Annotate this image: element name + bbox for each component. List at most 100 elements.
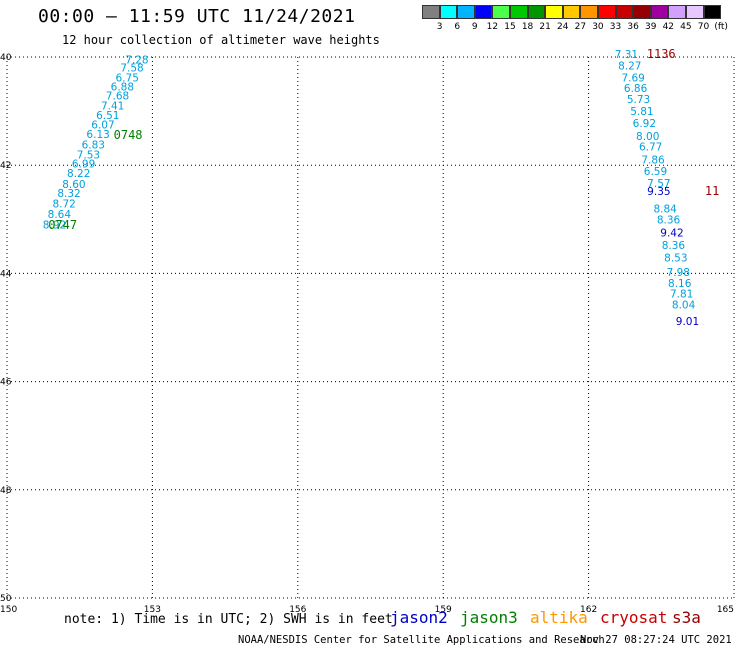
wave-height-value: 9.01 xyxy=(676,316,699,328)
wave-height-value: 8.60 xyxy=(62,179,85,191)
map-note: note: 1) Time is in UTC; 2) SWH is in fe… xyxy=(64,612,393,627)
lat-label: 42 xyxy=(0,161,11,171)
scale-label-spacer xyxy=(422,22,431,32)
lon-label: 150 xyxy=(0,605,17,615)
scale-swatch xyxy=(703,5,722,19)
scale-label: 6 xyxy=(454,22,461,32)
wave-height-value: 8.92 xyxy=(43,219,66,231)
pass-time-label: 11 xyxy=(705,184,719,198)
wave-height-value: 8.72 xyxy=(52,198,75,210)
wave-height-value: 6.75 xyxy=(116,72,139,84)
wave-height-value: 6.13 xyxy=(86,129,109,141)
scale-label: 15 xyxy=(504,22,516,32)
scale-label: (ft) xyxy=(714,22,728,32)
wave-height-value: 8.53 xyxy=(664,252,687,264)
wave-height-value: 6.51 xyxy=(96,110,119,122)
lon-label: 156 xyxy=(289,605,306,615)
wave-height-value: 7.98 xyxy=(667,267,690,279)
scale-swatch xyxy=(509,5,528,19)
wave-height-value: 8.04 xyxy=(672,300,696,312)
satellite-legend-s3a: s3a xyxy=(672,608,701,627)
lat-label: 50 xyxy=(0,594,12,604)
scale-label: 27 xyxy=(574,22,587,32)
wave-height-value: 7.28 xyxy=(125,54,148,66)
map-title: 00:00 – 11:59 UTC 11/24/2021 xyxy=(38,6,356,27)
wave-height-value: 8.27 xyxy=(618,60,641,72)
pass-time-label: 0747 xyxy=(48,218,77,232)
lat-label: 46 xyxy=(0,378,12,388)
lat-label: 48 xyxy=(0,486,12,496)
lon-label: 165 xyxy=(717,605,734,615)
satellite-legend-cryosat: cryosat xyxy=(600,608,668,627)
wave-height-value: 8.36 xyxy=(662,240,686,252)
scale-swatch xyxy=(685,5,704,19)
pass-time-label: 1136 xyxy=(647,47,676,61)
scale-label: 33 xyxy=(609,22,622,32)
pass-time-labels: 0748 0747 1136 11 xyxy=(48,47,719,232)
wave-height-value: 7.69 xyxy=(621,72,644,84)
wave-height-value: 6.77 xyxy=(639,142,662,154)
scale-label: 9 xyxy=(471,22,478,32)
wave-height-value: 9.42 xyxy=(660,228,683,240)
scale-label: 70 xyxy=(697,22,710,32)
wave-height-tracks: 7.287.586.756.887.687.416.516.076.136.83… xyxy=(43,49,699,328)
wave-height-value: 6.59 xyxy=(644,166,667,178)
wave-height-value: 6.83 xyxy=(82,139,105,151)
scale-label: 45 xyxy=(680,22,692,32)
scale-swatch xyxy=(597,5,616,19)
scale-label: 30 xyxy=(592,22,604,32)
wave-height-value: 7.53 xyxy=(77,150,100,162)
lon-label: 162 xyxy=(580,605,597,615)
scale-swatch xyxy=(615,5,634,19)
scale-swatch xyxy=(439,5,458,19)
scale-swatch xyxy=(650,5,669,19)
wave-height-value: 8.16 xyxy=(668,278,692,290)
footer-credit: NOAA/NESDIS Center for Satellite Applica… xyxy=(238,634,605,646)
scale-swatch xyxy=(474,5,493,19)
wave-height-scale-labels: 3 6 9 12 15 18 21 24 27 30 33 36 39 42 45 70 (ft) xyxy=(422,22,730,32)
lat-label: 40 xyxy=(0,53,12,63)
scale-swatch xyxy=(545,5,563,19)
lon-label: 153 xyxy=(144,605,161,615)
wave-height-value: 8.32 xyxy=(57,188,80,200)
wave-height-value: 8.22 xyxy=(67,168,90,180)
scale-swatch xyxy=(527,5,546,19)
wave-height-value: 7.81 xyxy=(670,289,693,301)
wave-height-value: 8.36 xyxy=(657,215,681,227)
scale-swatch xyxy=(562,5,581,19)
scale-label: 36 xyxy=(627,22,639,32)
wave-height-value: 7.31 xyxy=(615,49,638,61)
wave-height-color-scale xyxy=(422,5,722,19)
wave-height-value: 6.86 xyxy=(624,83,648,95)
footer-timestamp: Nov 27 08:27:24 UTC 2021 xyxy=(580,634,732,646)
wave-height-value: 7.86 xyxy=(641,155,665,167)
scale-label: 12 xyxy=(486,22,499,32)
satellite-legend-jason2: jason2 xyxy=(390,608,448,627)
map-subtitle: 12 hour collection of altimeter wave hei… xyxy=(62,33,380,47)
satellite-legend-altika: altika xyxy=(530,608,588,627)
wave-height-value: 6.99 xyxy=(72,158,95,170)
scale-label: 39 xyxy=(644,22,657,32)
scale-label: 42 xyxy=(662,22,675,32)
scale-label: 24 xyxy=(557,22,569,32)
scale-swatch xyxy=(492,5,510,19)
satellite-legend-jason3: jason3 xyxy=(460,608,518,627)
wave-height-value: 6.07 xyxy=(91,119,114,131)
lon-label: 159 xyxy=(435,605,452,615)
scale-swatch xyxy=(422,5,440,19)
wave-height-value: 8.64 xyxy=(48,209,72,221)
wave-height-value: 8.00 xyxy=(636,131,659,143)
scale-label: 21 xyxy=(539,22,551,32)
scale-swatch xyxy=(580,5,598,19)
pass-time-label: 0748 xyxy=(114,128,143,142)
wave-height-value: 7.41 xyxy=(101,100,124,112)
wave-height-value: 7.57 xyxy=(647,178,670,190)
scale-swatch xyxy=(668,5,686,19)
scale-label: 18 xyxy=(521,22,534,32)
scale-swatch xyxy=(457,5,475,19)
wave-height-value: 5.81 xyxy=(630,106,653,118)
wave-height-value: 9.35 xyxy=(647,186,670,198)
wave-height-value: 7.68 xyxy=(106,91,129,103)
